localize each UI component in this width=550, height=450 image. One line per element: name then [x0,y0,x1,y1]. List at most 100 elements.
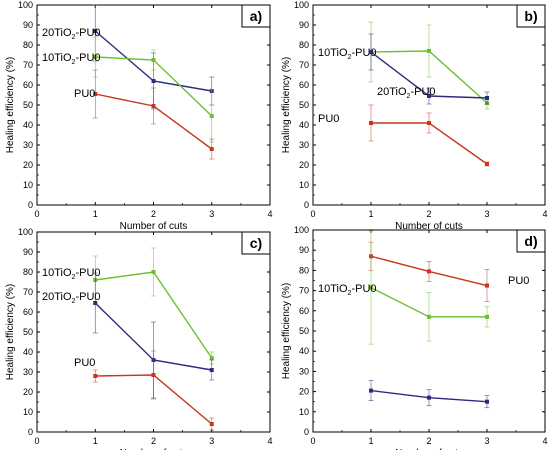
y-tick-label: 90 [23,247,33,257]
y-axis-label: Healing efficiency (%) [5,284,16,381]
data-point [427,49,431,53]
y-tick-label: 100 [294,0,309,10]
y-tick-label: 20 [299,387,309,397]
y-tick-label: 10 [23,407,33,417]
x-tick-label: 3 [484,209,489,219]
y-tick-label: 90 [299,245,309,255]
data-point [369,388,373,393]
y-tick-label: 0 [304,427,309,437]
series-PU0: PU0 [368,241,529,303]
y-tick-label: 60 [299,306,309,316]
y-tick-label: 40 [299,120,309,130]
data-point [369,50,373,54]
panel-tag: c) [250,235,262,251]
data-point [93,55,98,59]
series-label: PU0 [318,113,339,125]
series-label: 10TiO2-PU0 [42,52,101,66]
data-point [427,314,431,319]
data-point [209,422,214,426]
series-PU0: PU0 [74,350,215,431]
series-label: 10TiO2-PU0 [318,283,377,297]
x-tick-label: 1 [368,209,373,219]
data-point [485,162,489,166]
y-tick-label: 60 [299,80,309,90]
data-point [427,121,431,125]
chart-panel-0: 0 10 20 30 40 50 60 70 80 90 100 0 1 2 3 4 Number of cut… [5,0,273,232]
data-point [209,356,214,360]
x-tick-label: 0 [34,436,39,446]
data-point [151,373,156,377]
data-point [485,399,489,404]
y-tick-label: 50 [23,100,33,110]
y-tick-label: 50 [299,100,309,110]
panel-tag-box [241,4,271,28]
data-point [151,79,156,83]
series-label: PU0 [74,357,95,369]
data-point [93,29,98,33]
data-point [369,121,373,125]
series-label: PU0 [508,275,529,287]
series-20TiO2-PU0 [368,380,490,409]
data-point [209,368,214,372]
y-tick-label: 30 [23,140,33,150]
series-label: 10TiO2-PU0 [318,47,377,61]
series-10TiO2-PU0: 10TiO2-PU0 [318,230,490,345]
data-point [485,283,489,288]
x-tick-label: 0 [34,209,39,219]
y-axis-label: Healing efficiency (%) [281,57,292,154]
data-point [93,301,98,305]
x-tick-label: 4 [267,209,272,219]
y-tick-label: 20 [23,160,33,170]
y-tick-label: 80 [23,40,33,50]
x-tick-label: 3 [209,209,214,219]
y-axis-label: Healing efficiency (%) [5,57,16,154]
y-tick-label: 0 [304,200,309,210]
series-PU0: PU0 [74,69,215,160]
data-point [151,270,156,274]
y-tick-label: 40 [23,120,33,130]
data-point [151,104,156,108]
y-tick-label: 80 [23,267,33,277]
x-tick-label: 4 [542,209,547,219]
data-point [427,269,431,274]
y-tick-label: 10 [299,407,309,417]
x-tick-label: 0 [310,436,315,446]
data-point [93,374,98,378]
series-label: PU0 [74,88,95,100]
data-point [485,314,489,319]
y-tick-label: 70 [299,286,309,296]
x-tick-label: 1 [368,436,373,446]
y-tick-label: 70 [299,60,309,70]
panel-tag: a) [250,8,262,24]
y-tick-label: 0 [28,427,33,437]
x-axis-label: Number of cuts [120,448,188,450]
data-point [427,395,431,400]
x-tick-label: 4 [267,436,272,446]
panel-tag-box [516,4,546,28]
y-tick-label: 10 [299,180,309,190]
x-tick-label: 4 [542,436,547,446]
x-tick-label: 2 [426,436,431,446]
series-10TiO2-PU0: 10TiO2-PU0 [42,247,215,365]
x-tick-label: 0 [310,209,315,219]
x-tick-label: 2 [151,436,156,446]
x-tick-label: 3 [484,436,489,446]
x-tick-label: 2 [426,209,431,219]
y-tick-label: 30 [299,140,309,150]
y-axis-label: Healing efficiency (%) [281,283,292,380]
chart-panel-2: 0 10 20 30 40 50 60 70 80 90 100 0 1 2 3 4 Number of cut… [5,227,273,450]
y-tick-label: 100 [18,227,33,237]
x-axis-label: Number of cuts [395,448,463,450]
series-label: 20TiO2-PU0 [42,291,101,305]
panel-tag-box [516,229,546,253]
series-20TiO2-PU0: 20TiO2-PU0 [42,272,215,399]
series-20TiO2-PU0: 20TiO2-PU0 [368,33,490,105]
data-point [369,285,373,290]
y-tick-label: 80 [299,265,309,275]
y-tick-label: 100 [18,0,33,10]
data-point [93,92,98,96]
y-tick-label: 0 [28,200,33,210]
y-tick-label: 80 [299,40,309,50]
